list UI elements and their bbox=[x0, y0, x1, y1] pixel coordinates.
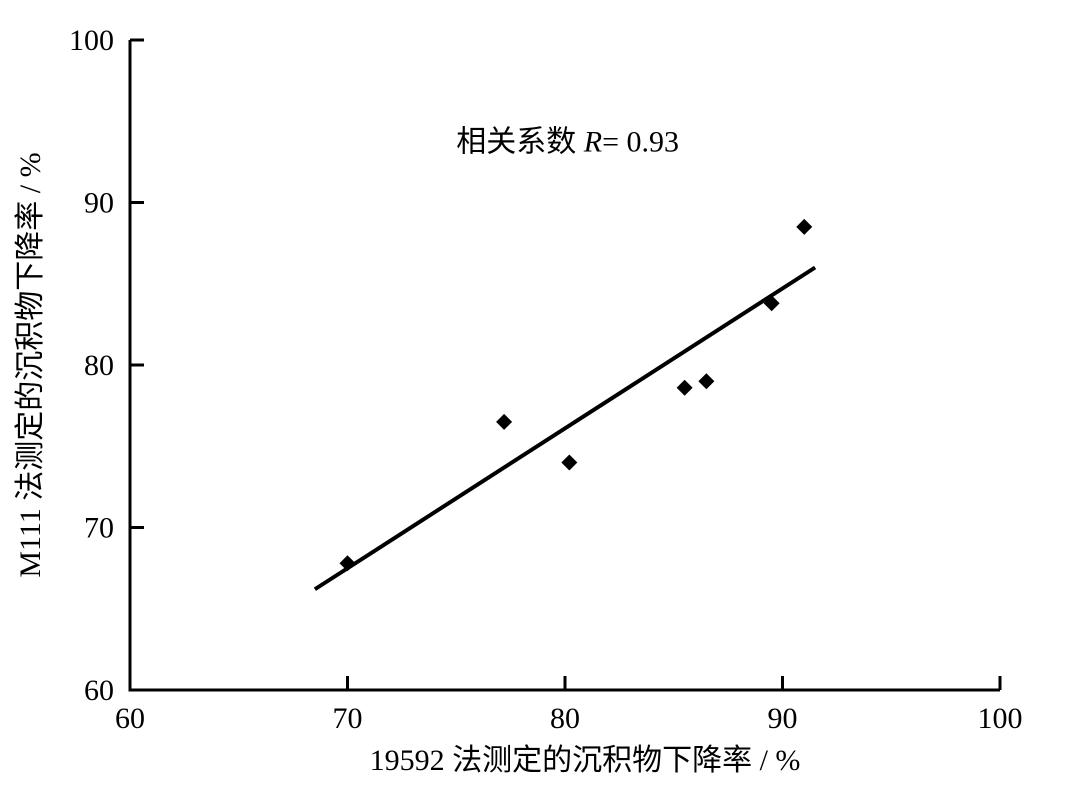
x-tick-label: 90 bbox=[768, 702, 798, 735]
y-tick-label: 70 bbox=[84, 512, 114, 545]
data-point bbox=[340, 555, 356, 571]
annotation-r-symbol: R bbox=[583, 125, 602, 158]
regression-line bbox=[315, 268, 815, 590]
x-tick-label: 70 bbox=[333, 702, 363, 735]
data-point bbox=[796, 219, 812, 235]
x-axis-label: 19592 法测定的沉积物下降率 / % bbox=[370, 744, 801, 777]
y-tick-label: 80 bbox=[84, 349, 114, 382]
y-tick-label: 100 bbox=[69, 24, 114, 57]
data-point bbox=[698, 373, 714, 389]
correlation-annotation: 相关系数 R= 0.93 bbox=[456, 125, 679, 158]
x-tick-label: 80 bbox=[550, 702, 580, 735]
annotation-suffix: = 0.93 bbox=[602, 125, 679, 158]
scatter-chart: 60 70 80 90 100 60 70 80 90 100 19592 法测定的沉积物下降率 /… bbox=[0, 0, 1087, 809]
annotation-prefix: 相关系数 bbox=[456, 125, 584, 158]
data-point bbox=[561, 455, 577, 471]
data-point bbox=[677, 380, 693, 396]
data-point bbox=[496, 414, 512, 430]
x-tick-label: 60 bbox=[115, 702, 145, 735]
y-axis-label: M111 法测定的沉积物下降率 / % bbox=[14, 152, 47, 577]
y-tick-label: 60 bbox=[84, 674, 114, 707]
x-tick-label: 100 bbox=[978, 702, 1023, 735]
chart-svg: 60 70 80 90 100 60 70 80 90 100 19592 法测定的沉积物下降率 /… bbox=[0, 0, 1087, 809]
y-tick-label: 90 bbox=[84, 187, 114, 220]
